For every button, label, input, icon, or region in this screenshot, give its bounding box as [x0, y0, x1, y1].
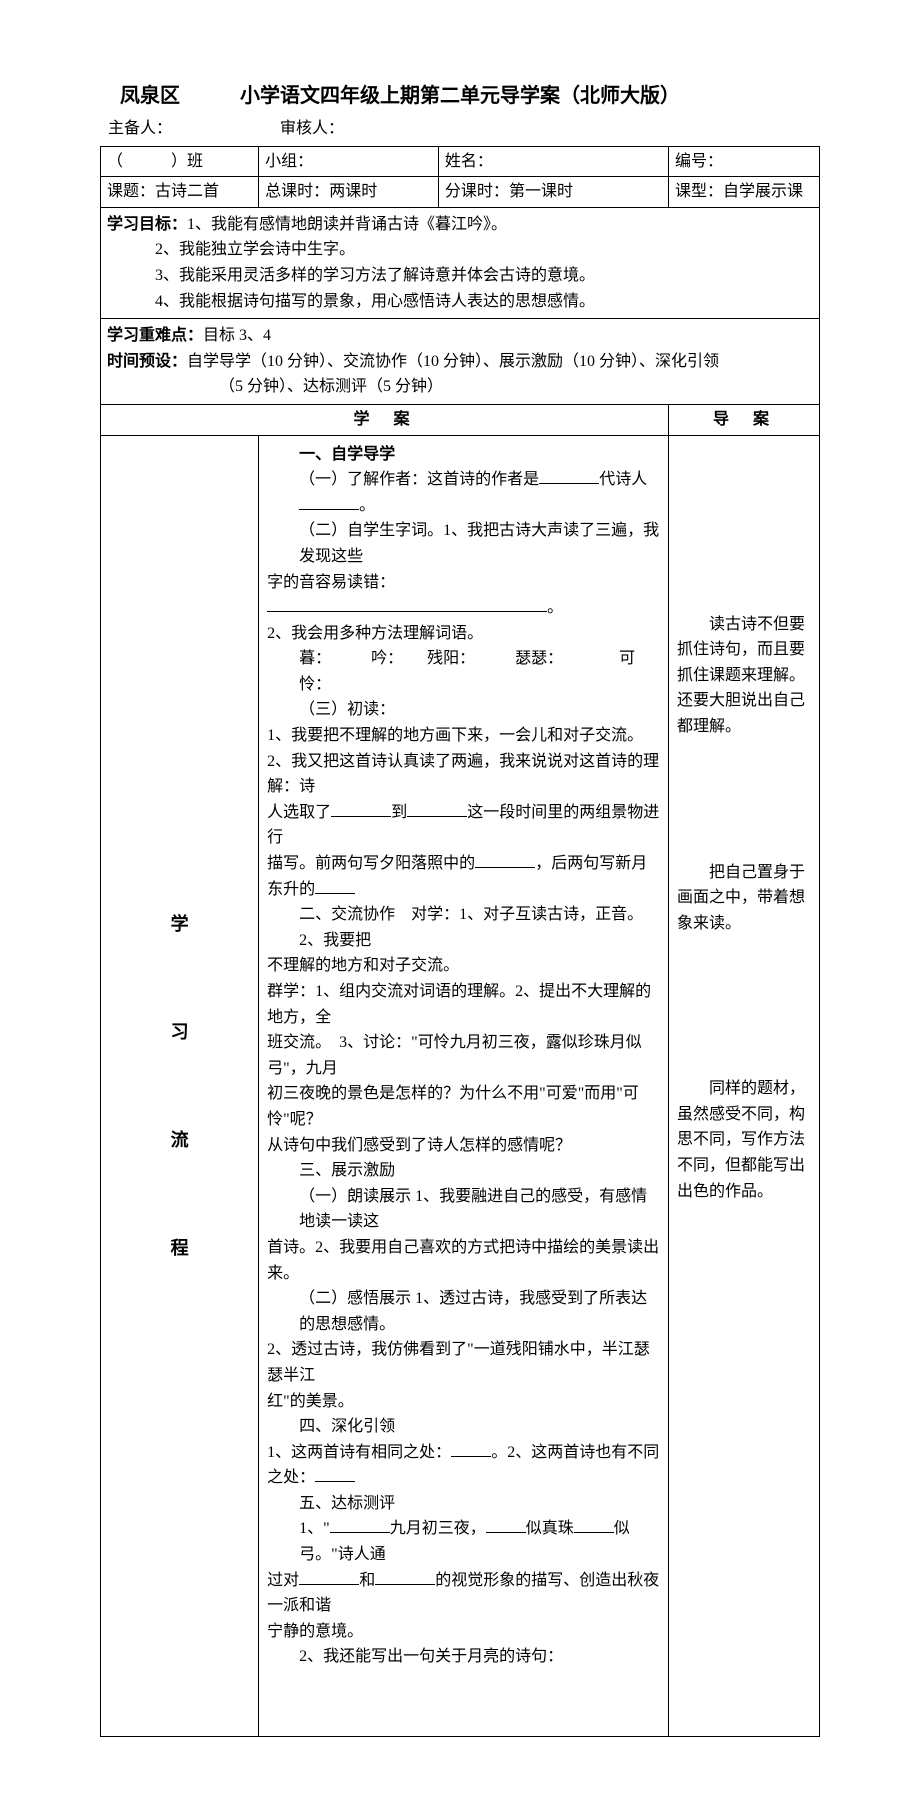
s1-read-2a: 2、我又把这首诗认真读了两遍，我来说说对这首诗的理解：诗	[267, 749, 660, 800]
s3-1a: （一）朗读展示 1、我要融进自己的感受，有感情地读一读这	[299, 1184, 660, 1235]
s2-b: 不理解的地方和对子交流。	[267, 953, 660, 979]
goal-1: 1、我能有感情地朗读并背诵古诗《暮江吟》。	[187, 216, 507, 233]
author-row: 主备人： 审核人：	[100, 116, 820, 142]
xuean-content: 一、自学导学 （一）了解作者：这首诗的作者是代诗人。 （二）自学生字词。1、我把…	[259, 435, 669, 1737]
s4-1: 1、这两首诗有相同之处：。2、这两首诗也有不同之处：	[267, 1440, 660, 1491]
topic-cell: 课题：古诗二首	[101, 177, 259, 208]
section-4-title: 四、深化引领	[299, 1414, 660, 1440]
goal-4: 4、我能根据诗句描写的景象，用心感悟诗人表达的思想感情。	[155, 289, 813, 315]
info-row-1: （ ）班 小组： 姓名： 编号：	[101, 146, 820, 177]
s1-read-2b: 人选取了到这一段时间里的两组景物进行	[267, 800, 660, 851]
daoan-content: 读古诗不但要抓住诗句，而且要抓住课题来理解。还要大胆说出自己都理解。 把自己置身…	[669, 435, 820, 1737]
time-label: 时间预设：	[107, 353, 187, 370]
goals-row: 学习目标：1、我能有感情地朗读并背诵古诗《暮江吟》。 2、我能独立学会诗中生字。…	[101, 207, 820, 318]
type-cell: 课型：自学展示课	[669, 177, 820, 208]
class-cell: （ ）班	[101, 146, 259, 177]
s2-d: 班交流。 3、讨论："可怜九月初三夜，露似珍珠月似弓"，九月	[267, 1030, 660, 1081]
doc-title: 小学语文四年级上期第二单元导学案（北师大版）	[240, 80, 680, 112]
worksheet-page: 凤泉区 小学语文四年级上期第二单元导学案（北师大版） 主备人： 审核人： （ ）…	[100, 80, 820, 1737]
s3-2a: （二）感悟展示 1、透过古诗，我感受到了所表达的思想感情。	[299, 1286, 660, 1337]
time-text-1: 自学导学（10 分钟）、交流协作（10 分钟）、展示激励（10 分钟）、深化引领	[187, 353, 719, 370]
s1-words-1: （二）自学生字词。1、我把古诗大声读了三遍，我发现这些	[299, 518, 660, 569]
preparer-label: 主备人：	[108, 116, 172, 142]
s3-2c: 红"的美景。	[267, 1389, 660, 1415]
section-3-title: 三、展示激励	[299, 1158, 660, 1184]
s3-2b: 2、透过古诗，我仿佛看到了"一道残阳铺水中，半江瑟瑟半江	[267, 1337, 660, 1388]
title-row: 凤泉区 小学语文四年级上期第二单元导学案（北师大版）	[100, 80, 820, 112]
goal-3: 3、我能采用灵活多样的学习方法了解诗意并体会古诗的意境。	[155, 263, 813, 289]
guide-p3: 同样的题材，虽然感受不同，构思不同，写作方法不同，但都能写出出色的作品。	[677, 1076, 811, 1204]
s3-1b: 首诗。2、我要用自己喜欢的方式把诗中描绘的美景读出来。	[267, 1235, 660, 1286]
s2-c: 群学：1、组内交流对词语的理解。2、提出不大理解的地方，全	[267, 979, 660, 1030]
number-cell: 编号：	[669, 146, 820, 177]
total-hours-cell: 总课时：两课时	[259, 177, 439, 208]
s1-author: （一）了解作者：这首诗的作者是代诗人。	[299, 467, 660, 518]
info-row-2: 课题：古诗二首 总课时：两课时 分课时：第一课时 课型：自学展示课	[101, 177, 820, 208]
area-name: 凤泉区	[100, 80, 180, 112]
s5-1-line1: 1、"九月初三夜，似真珠似弓。"诗人通	[299, 1516, 660, 1567]
column-header-row: 学案 导案	[101, 404, 820, 435]
s1-read-1: 1、我要把不理解的地方画下来，一会儿和对子交流。	[267, 723, 660, 749]
difficulty-label: 学习重难点：	[107, 327, 203, 344]
process-label: 学习流程	[101, 435, 259, 1737]
s2-a: 二、交流协作 对学：1、对子互读古诗，正音。2、我要把	[299, 902, 660, 953]
s2-e: 初三夜晚的景色是怎样的？为什么不用"可爱"而用"可怜"呢？	[267, 1081, 660, 1132]
time-text-2: （5 分钟）、达标测评（5 分钟）	[219, 374, 813, 400]
goals-label: 学习目标：	[107, 216, 187, 233]
xuean-header: 学案	[101, 404, 669, 435]
s5-1-line2: 过对和的视觉形象的描写、创造出秋夜一派和谐	[267, 1568, 660, 1619]
difficulty-text: 目标 3、4	[203, 327, 271, 344]
guide-p1: 读古诗不但要抓住诗句，而且要抓住课题来理解。还要大胆说出自己都理解。	[677, 612, 811, 740]
goals-cell: 学习目标：1、我能有感情地朗读并背诵古诗《暮江吟》。 2、我能独立学会诗中生字。…	[101, 207, 820, 318]
goal-2: 2、我能独立学会诗中生字。	[155, 237, 813, 263]
s5-2: 2、我还能写出一句关于月亮的诗句：	[299, 1644, 660, 1670]
s1-words-2: 字的音容易读错：。	[267, 570, 660, 621]
reviewer-label: 审核人：	[280, 116, 344, 142]
s1-read-2c: 描写。前两句写夕阳落照中的，后两句写新月东升的	[267, 851, 660, 902]
s1-methods: 2、我会用多种方法理解词语。	[267, 621, 660, 647]
s2-f: 从诗句中我们感受到了诗人怎样的感情呢？	[267, 1133, 660, 1159]
group-cell: 小组：	[259, 146, 439, 177]
s5-1-line3: 宁静的意境。	[267, 1619, 660, 1645]
body-row: 学习流程 一、自学导学 （一）了解作者：这首诗的作者是代诗人。 （二）自学生字词…	[101, 435, 820, 1737]
main-table: （ ）班 小组： 姓名： 编号： 课题：古诗二首 总课时：两课时 分课时：第一课…	[100, 146, 820, 1737]
s1-first-read: （三）初读：	[299, 697, 660, 723]
daoan-header: 导案	[669, 404, 820, 435]
section-5-title: 五、达标测评	[299, 1491, 660, 1517]
difficulty-cell: 学习重难点：目标 3、4 时间预设：自学导学（10 分钟）、交流协作（10 分钟…	[101, 319, 820, 405]
sub-hours-cell: 分课时：第一课时	[438, 177, 668, 208]
section-1-title: 一、自学导学	[299, 442, 660, 468]
difficulty-row: 学习重难点：目标 3、4 时间预设：自学导学（10 分钟）、交流协作（10 分钟…	[101, 319, 820, 405]
guide-p2: 把自己置身于画面之中，带着想象来读。	[677, 860, 811, 937]
s1-vocab: 暮： 吟： 残阳： 瑟瑟： 可怜：	[299, 646, 660, 697]
name-cell: 姓名：	[438, 146, 668, 177]
